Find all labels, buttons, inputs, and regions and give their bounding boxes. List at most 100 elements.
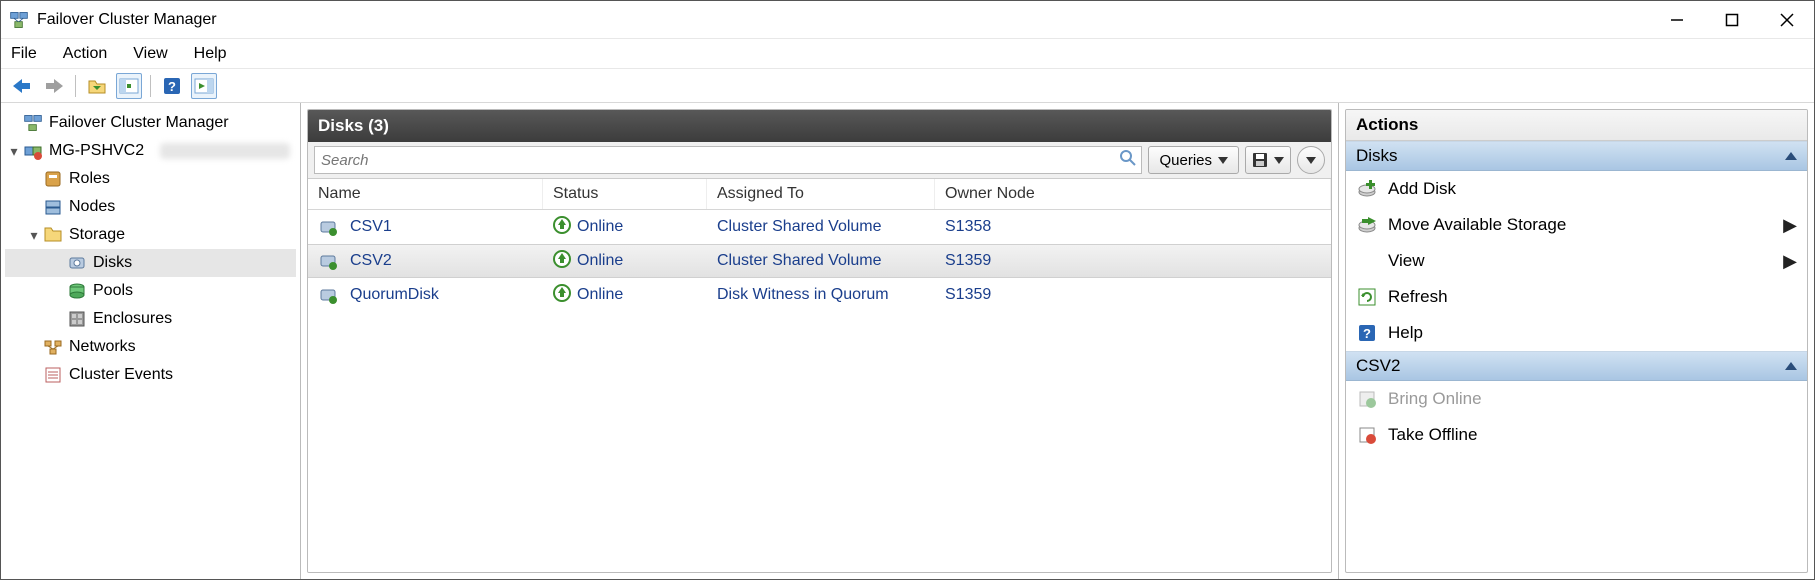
tree-events[interactable]: Cluster Events (5, 361, 296, 389)
save-icon (1252, 152, 1268, 168)
menu-action[interactable]: Action (63, 45, 107, 63)
tree-cluster[interactable]: ▾ MG-PSHVC2 (5, 137, 296, 165)
tree-nodes[interactable]: Nodes (5, 193, 296, 221)
tree-cluster-label: MG-PSHVC2 (49, 142, 144, 160)
window-title: Failover Cluster Manager (37, 11, 1649, 29)
bring-online-icon (1356, 388, 1378, 410)
disk-icon (318, 285, 338, 305)
minimize-button[interactable] (1649, 5, 1704, 35)
add-disk-icon (1356, 178, 1378, 200)
disk-row[interactable]: QuorumDiskOnlineDisk Witness in QuorumS1… (308, 278, 1331, 312)
tree-networks[interactable]: Networks (5, 333, 296, 361)
tree-enclosures[interactable]: Enclosures (5, 305, 296, 333)
menu-view[interactable]: View (133, 45, 167, 63)
tree-root-label: Failover Cluster Manager (49, 114, 229, 132)
disk-rows: CSV1 Online Cluster Shared Volume S1358 CSV2… (308, 210, 1331, 572)
tree-roles-label: Roles (69, 170, 110, 188)
queries-dropdown[interactable]: Queries (1148, 146, 1239, 174)
nav-back-button[interactable] (9, 73, 35, 99)
action-item-label: Bring Online (1388, 389, 1482, 409)
blank-icon (1356, 250, 1378, 272)
chevron-down-icon[interactable]: ▾ (5, 143, 23, 160)
search-icon[interactable] (1115, 150, 1141, 170)
take-offline-icon (1356, 424, 1378, 446)
actions-title: Actions (1346, 110, 1807, 141)
expand-dropdown[interactable] (1297, 146, 1325, 174)
col-owner[interactable]: Owner Node (935, 179, 1331, 209)
tree-disks[interactable]: Disks (5, 249, 296, 277)
action-item[interactable]: Add Disk (1346, 171, 1807, 207)
tree-pools-label: Pools (93, 282, 133, 300)
search-input-wrapper (314, 146, 1142, 174)
refresh-icon (1356, 286, 1378, 308)
action-item-label: Refresh (1388, 287, 1448, 307)
collapse-icon (1785, 362, 1797, 370)
titlebar: Failover Cluster Manager (1, 1, 1814, 39)
column-headers: Name Status Assigned To Owner Node (308, 179, 1331, 210)
disk-name: QuorumDisk (350, 286, 439, 304)
chevron-down-icon[interactable]: ▾ (25, 227, 43, 244)
action-item: Bring Online (1346, 381, 1807, 417)
show-hide-tree-button[interactable] (116, 73, 142, 99)
maximize-button[interactable] (1704, 5, 1759, 35)
action-item[interactable]: View▶ (1346, 243, 1807, 279)
action-item[interactable]: Take Offline (1346, 417, 1807, 453)
menu-file[interactable]: File (11, 45, 37, 63)
save-dropdown[interactable] (1245, 146, 1291, 174)
disk-name: CSV1 (350, 218, 392, 236)
action-item-label: Help (1388, 323, 1423, 343)
disk-owner: S1358 (945, 218, 991, 236)
action-item[interactable]: ? Help (1346, 315, 1807, 351)
disk-row[interactable]: CSV1 Online Cluster Shared Volume S1358 (308, 210, 1331, 244)
disk-icon (318, 217, 338, 237)
action-item[interactable]: Refresh (1346, 279, 1807, 315)
tree-root[interactable]: Failover Cluster Manager (5, 109, 296, 137)
tree-storage[interactable]: ▾ Storage (5, 221, 296, 249)
actions-pane: Actions Disks Add Disk Move Available Stor… (1339, 103, 1814, 579)
menubar: File Action View Help (1, 39, 1814, 69)
search-input[interactable] (315, 152, 1115, 169)
disk-owner: S1359 (945, 252, 991, 270)
action-section-header[interactable]: Disks (1346, 141, 1807, 171)
move-storage-icon (1356, 214, 1378, 236)
disk-assigned: Cluster Shared Volume (717, 218, 882, 236)
online-icon (553, 216, 571, 239)
disk-status: Online (577, 218, 623, 236)
toolbar: ? (1, 69, 1814, 103)
help-toolbar-button[interactable]: ? (159, 73, 185, 99)
tree-events-label: Cluster Events (69, 366, 173, 384)
action-section-header[interactable]: CSV2 (1346, 351, 1807, 381)
disks-header: Disks (3) (308, 110, 1331, 142)
tree-storage-label: Storage (69, 226, 125, 244)
disk-assigned: Cluster Shared Volume (717, 252, 882, 270)
col-status[interactable]: Status (543, 179, 707, 209)
up-one-level-button[interactable] (84, 73, 110, 99)
col-assigned[interactable]: Assigned To (707, 179, 935, 209)
action-item[interactable]: Move Available Storage▶ (1346, 207, 1807, 243)
center-pane: Disks (3) Queries (301, 103, 1339, 579)
tree-roles[interactable]: Roles (5, 165, 296, 193)
action-section-label: CSV2 (1356, 356, 1400, 376)
close-button[interactable] (1759, 5, 1814, 35)
tree-networks-label: Networks (69, 338, 136, 356)
col-name[interactable]: Name (308, 179, 543, 209)
queries-label: Queries (1159, 152, 1212, 169)
online-icon (553, 250, 571, 273)
action-item-label: View (1388, 251, 1425, 271)
tree-disks-label: Disks (93, 254, 132, 272)
disk-status: Online (577, 286, 623, 304)
tree-pane: Failover Cluster Manager ▾ MG-PSHVC2 Rol… (1, 103, 301, 579)
disk-row[interactable]: CSV2OnlineCluster Shared VolumeS1359 (308, 244, 1331, 278)
menu-help[interactable]: Help (194, 45, 227, 63)
action-section-label: Disks (1356, 146, 1398, 166)
svg-text:?: ? (168, 79, 176, 94)
show-hide-action-pane-button[interactable] (191, 73, 217, 99)
disk-assigned: Disk Witness in Quorum (717, 286, 889, 304)
nav-forward-button[interactable] (41, 73, 67, 99)
disk-name: CSV2 (350, 252, 392, 270)
collapse-icon (1785, 152, 1797, 160)
help-icon: ? (1356, 322, 1378, 344)
tree-pools[interactable]: Pools (5, 277, 296, 305)
action-item-label: Move Available Storage (1388, 215, 1566, 235)
action-item-label: Add Disk (1388, 179, 1456, 199)
